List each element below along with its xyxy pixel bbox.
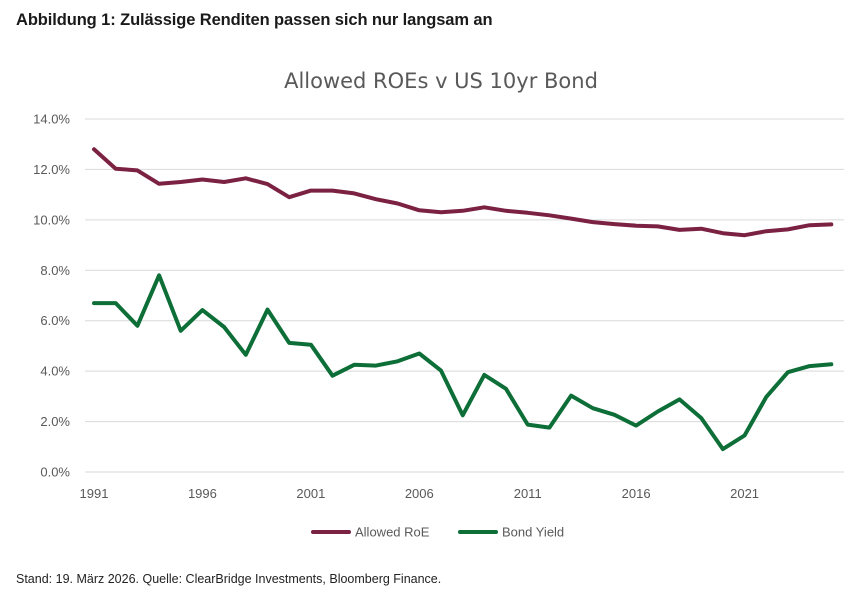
x-tick-label: 2001: [296, 486, 325, 501]
y-tick-label: 6.0%: [40, 313, 70, 328]
legend-label-bond-yield: Bond Yield: [502, 525, 564, 540]
y-tick-label: 0.0%: [40, 465, 70, 480]
y-tick-label: 8.0%: [40, 263, 70, 278]
x-tick-label: 2021: [730, 486, 759, 501]
legend: Allowed RoE Bond Yield: [311, 525, 564, 540]
y-tick-label: 12.0%: [33, 162, 70, 177]
grid-layer: [85, 118, 844, 473]
x-tick-label: 2006: [405, 486, 434, 501]
x-axis-ticks: 1991 1996 2001 2006 2011 2016 2021: [80, 486, 759, 501]
series-layer: [92, 147, 834, 452]
y-tick-label: 10.0%: [33, 212, 70, 227]
series-line-bond-yield: [92, 273, 834, 452]
series-line-allowed-roe: [92, 147, 834, 238]
x-tick-label: 1991: [80, 486, 109, 501]
source-footnote: Stand: 19. März 2026. Quelle: ClearBridg…: [16, 572, 442, 586]
y-tick-label: 2.0%: [40, 414, 70, 429]
figure-heading: Abbildung 1: Zulässige Renditen passen s…: [16, 11, 493, 29]
y-axis-ticks: 0.0% 2.0% 4.0% 6.0% 8.0% 10.0% 12.0% 14.0%: [33, 112, 70, 480]
y-tick-label: 4.0%: [40, 364, 70, 379]
chart-title: Allowed ROEs v US 10yr Bond: [284, 69, 598, 93]
y-tick-label: 14.0%: [33, 112, 70, 127]
x-tick-label: 2011: [514, 486, 542, 501]
legend-label-allowed-roe: Allowed RoE: [355, 525, 430, 540]
x-tick-label: 2016: [622, 486, 651, 501]
x-tick-label: 1996: [188, 486, 217, 501]
